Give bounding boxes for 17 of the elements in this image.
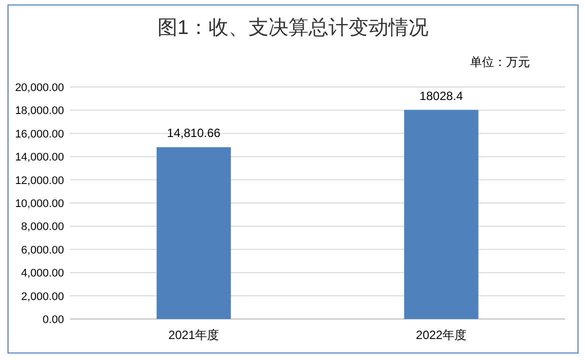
y-tick-label: 10,000.00 (15, 198, 64, 210)
text: 单位：万元 (470, 55, 530, 69)
data-label: 14,810.66 (167, 126, 221, 140)
y-tick-label: 14,000.00 (15, 152, 64, 164)
y-tick-label: 4,000.00 (21, 268, 64, 280)
y-tick-label: 0.00 (42, 314, 64, 326)
y-tick-label: 2,000.00 (21, 290, 64, 303)
x-tick-label: 2022年度 (416, 328, 467, 342)
y-tick-label: 8,000.00 (21, 221, 64, 234)
y-tick-label: 6,000.00 (21, 244, 64, 256)
y-tick-label: 20,000.00 (15, 82, 64, 94)
x-tick-label: 2021年度 (168, 328, 220, 342)
data-label: 18028.4 (420, 88, 464, 103)
y-tick-label: 18,000.00 (15, 105, 64, 118)
chart-title: 图1：收、支决算总计变动情况 (157, 17, 429, 39)
y-tick-label: 12,000.00 (15, 174, 64, 187)
y-tick-label: 16,000.00 (15, 128, 64, 140)
